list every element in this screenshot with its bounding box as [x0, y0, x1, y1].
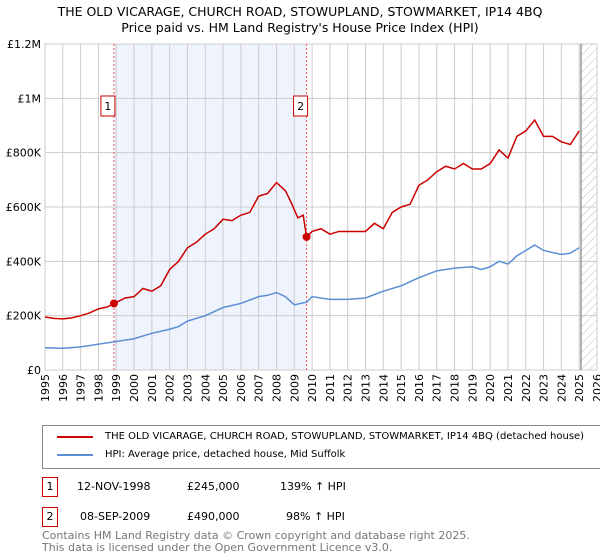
x-tick-label: 1995 [39, 374, 52, 402]
x-tick-label: 1996 [57, 374, 70, 402]
y-tick-label: £400K [6, 255, 42, 268]
footer-line: This data is licensed under the Open Gov… [42, 541, 393, 554]
plot-frame [44, 43, 598, 371]
footer: Contains HM Land Registry data © Crown c… [42, 530, 470, 554]
y-tick-label: £200K [6, 310, 42, 323]
y-tick-label: £800K [6, 147, 42, 160]
legend-item-hpi: HPI: Average price, detached house, Mid … [57, 449, 345, 460]
transaction-row: 2 08-SEP-2009 £490,000 98% ↑ HPI [42, 507, 542, 527]
x-tick-label: 2000 [128, 374, 141, 402]
legend: THE OLD VICARAGE, CHURCH ROAD, STOWUPLAN… [42, 425, 600, 469]
sale-label-box [100, 95, 116, 117]
x-tick-label: 2009 [288, 374, 301, 402]
x-tick-label: 2012 [342, 374, 355, 402]
y-tick-label: £1.2M [7, 38, 41, 51]
x-tick-label: 2003 [181, 374, 194, 402]
x-tick-label: 2001 [146, 374, 159, 402]
hpi-line [44, 244, 580, 350]
x-tick-label: 2021 [502, 374, 515, 402]
legend-label: THE OLD VICARAGE, CHURCH ROAD, STOWUPLAN… [105, 431, 585, 442]
y-tick-label: £1M [18, 92, 42, 105]
x-tick-label: 1999 [110, 374, 123, 402]
x-tick-label: 2025 [573, 374, 586, 402]
x-tick-label: 2020 [484, 374, 497, 402]
sale-point [302, 232, 311, 241]
x-tick-label: 2026 [591, 374, 600, 402]
x-tick-label: 2023 [538, 374, 551, 402]
x-tick-label: 2016 [413, 374, 426, 402]
sale-point [109, 299, 118, 308]
marker-badge: 1 [42, 477, 58, 497]
chart-subtitle: Price paid vs. HM Land Registry's House … [121, 20, 479, 35]
x-tick-label: 2024 [555, 374, 568, 402]
x-tick-label: 2013 [360, 374, 373, 402]
x-tick-label: 2014 [377, 374, 390, 402]
x-tick-label: 1998 [92, 374, 105, 402]
price: £245,000 [187, 480, 240, 493]
sale-label: 1 [104, 100, 111, 113]
sale-label: 2 [297, 100, 304, 113]
property-price-line [44, 118, 580, 320]
y-tick-label: £600K [6, 201, 42, 214]
price: £490,000 [187, 510, 240, 523]
hpi-change: 139% ↑ HPI [280, 480, 346, 493]
chart-title: THE OLD VICARAGE, CHURCH ROAD, STOWUPLAN… [57, 4, 543, 19]
legend-item-property: THE OLD VICARAGE, CHURCH ROAD, STOWUPLAN… [57, 431, 584, 442]
hpi-change: 98% ↑ HPI [286, 510, 345, 523]
legend-label: HPI: Average price, detached house, Mid … [105, 449, 346, 460]
legend-swatch [57, 453, 93, 456]
sale-label-box [293, 95, 309, 117]
x-tick-label: 2002 [164, 374, 177, 402]
x-tick-label: 2015 [395, 374, 408, 402]
x-tick-label: 2018 [449, 374, 462, 402]
x-tick-label: 2019 [466, 374, 479, 402]
y-tick-label: £0 [27, 364, 41, 377]
x-tick-label: 2022 [520, 374, 533, 402]
transaction-row: 1 12-NOV-1998 £245,000 139% ↑ HPI [42, 477, 542, 497]
price-chart: 1995 1996 1997 1998 1999 2000 2001 2002 2003 2004… [6, 38, 600, 402]
x-tick-label: 2007 [253, 374, 266, 402]
x-tick-label: 1997 [75, 374, 88, 402]
legend-swatch [57, 435, 93, 438]
x-tick-label: 2017 [431, 374, 444, 402]
marker-badge: 2 [42, 507, 58, 527]
x-tick-label: 2004 [199, 374, 212, 402]
x-tick-label: 2006 [235, 374, 248, 402]
x-tick-label: 2005 [217, 374, 230, 402]
date: 08-SEP-2009 [80, 510, 151, 523]
date: 12-NOV-1998 [77, 480, 151, 493]
x-tick-label: 2008 [270, 374, 283, 402]
footer-line: Contains HM Land Registry data © Crown c… [42, 529, 470, 542]
x-tick-label: 2011 [324, 374, 337, 402]
x-tick-label: 2010 [306, 374, 319, 402]
